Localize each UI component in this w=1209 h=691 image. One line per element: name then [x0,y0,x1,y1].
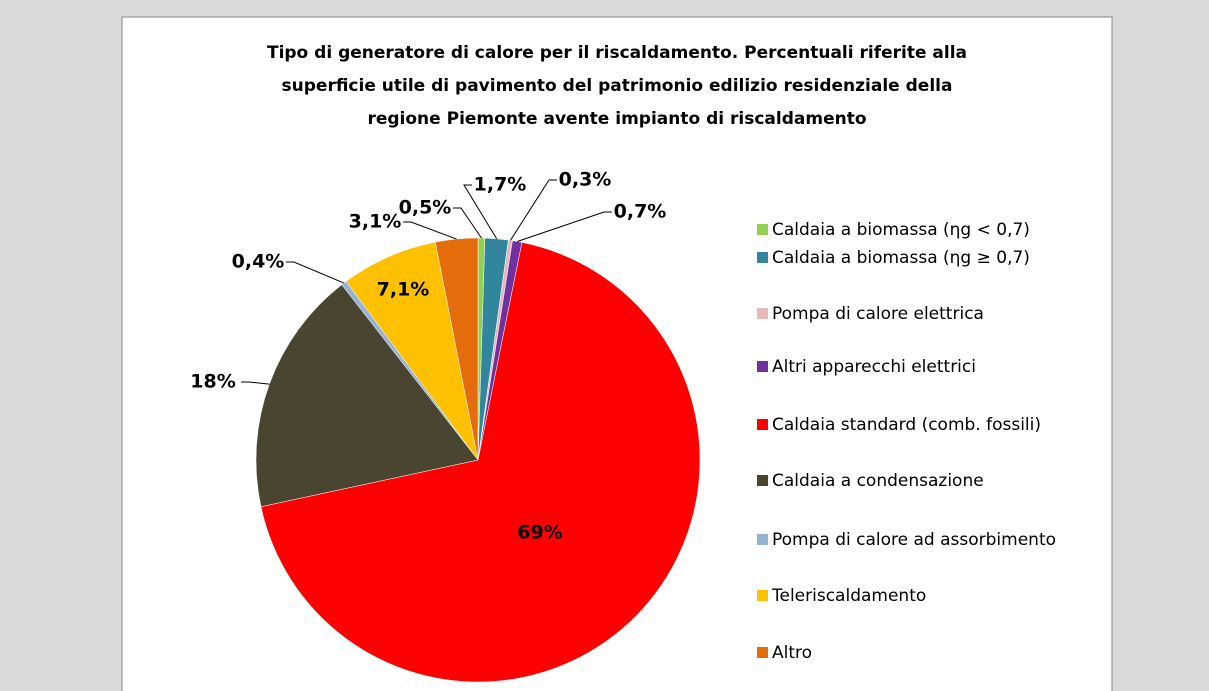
legend-swatch [757,252,768,263]
legend-swatch [757,647,768,658]
legend-swatch [757,361,768,372]
legend-swatch [757,308,768,319]
legend-label: Caldaia a condensazione [772,471,984,491]
legend-swatch [757,534,768,545]
value-label: 1,7% [474,174,527,196]
legend-swatch [757,224,768,235]
pie-slice [260,242,701,683]
leader-line [286,261,345,284]
chart-title: regione Piemonte avente impianto di risc… [367,109,866,129]
chart-title: superficie utile di pavimento del patrim… [282,76,953,96]
value-label: 0,5% [399,197,452,219]
legend-label: Pompa di calore ad assorbimento [772,530,1056,550]
legend-label: Caldaia a biomassa (ηg < 0,7) [772,220,1030,240]
legend-label: Caldaia a biomassa (ηg ≥ 0,7) [772,248,1030,268]
leader-line [403,221,457,240]
legend-swatch [757,590,768,601]
pie-slice [255,284,479,507]
value-label: 3,1% [349,211,402,233]
pie-slice [435,237,479,461]
value-label: 0,3% [559,169,612,191]
value-label: 69% [517,522,562,544]
legend-swatch [757,419,768,430]
leader-line [453,207,482,239]
legend-label: Teleriscaldamento [771,586,926,606]
leader-line [517,211,612,242]
value-label: 18% [190,371,235,393]
legend-label: Altro [772,643,812,663]
chart-title: Tipo di generatore di calore per il risc… [267,43,967,63]
value-label: 0,7% [614,201,667,223]
leader-line [509,179,557,241]
legend-label: Caldaia standard (comb. fossili) [772,415,1041,435]
legend-swatch [757,475,768,486]
legend-label: Pompa di calore elettrica [772,304,984,324]
leader-line [241,381,270,385]
leader-line [463,184,498,240]
value-label: 0,4% [232,251,285,273]
value-label: 7,1% [377,279,430,301]
legend-label: Altri apparecchi elettrici [772,357,976,377]
